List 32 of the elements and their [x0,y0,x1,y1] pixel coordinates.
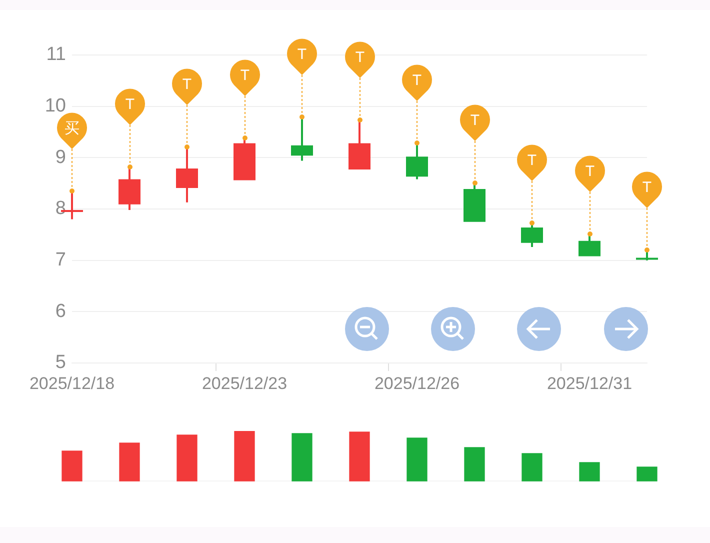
annotation: 买 [64,120,80,138]
bar [176,434,198,482]
bar [62,450,82,482]
annotation: T [182,76,192,93]
x-tick-label: 2025/12/26 [374,374,460,393]
bar [636,466,658,482]
annotation: T [642,178,652,196]
bar [406,438,428,482]
x-tick-label: 2025/12/31 [546,374,632,393]
annotation: T [240,67,250,84]
y-tick-label: 11 [46,44,66,66]
annotation: T [470,112,480,129]
annotation: T [584,163,594,180]
annotation: T [354,49,364,66]
bar [119,442,140,482]
annotation: T [527,152,537,169]
annotation: T [412,72,422,89]
bar [234,431,255,482]
bar [579,462,600,482]
y-tick-label: 7 [55,250,66,271]
bar [349,432,370,482]
y-tick-label: 10 [44,96,66,117]
x-tick-label: 2025/12/18 [29,374,115,393]
x-tick-label: 2025/12/23 [202,374,288,393]
y-tick-label: 6 [55,300,66,322]
bar [292,433,312,482]
y-tick-label: 9 [55,146,66,168]
annotation: T [124,96,134,114]
bar [522,453,542,482]
bar [464,447,485,482]
y-tick-label: 5 [55,352,66,374]
annotation: T [297,46,307,64]
